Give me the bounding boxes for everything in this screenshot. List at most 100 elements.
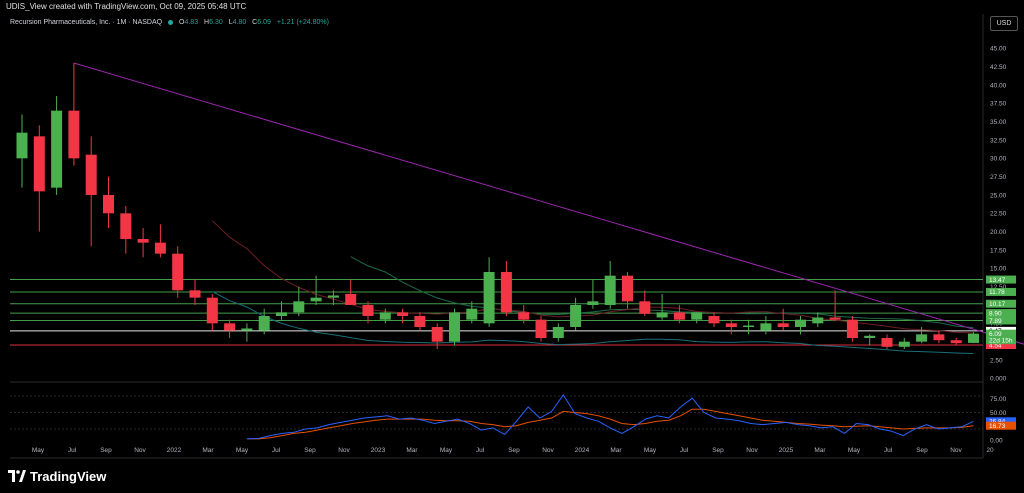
candle-body — [431, 327, 443, 342]
time-tick-label: Nov — [134, 447, 146, 454]
current-price-label: 6.09 — [989, 331, 1002, 338]
time-tick-label: 2025 — [779, 447, 794, 454]
candle-body — [276, 312, 287, 316]
candle-body — [916, 334, 928, 342]
time-tick-label: Nov — [338, 447, 350, 454]
chart-header: UDIS_View created with TradingView.com, … — [0, 0, 1024, 14]
candle-body — [33, 136, 45, 192]
candle-body — [154, 242, 166, 254]
time-tick-label: Nov — [746, 447, 758, 454]
legend-low-value: 4.80 — [232, 19, 247, 26]
time-tick-label: May — [32, 447, 45, 454]
time-tick-label: Mar — [202, 447, 214, 454]
candle-body — [708, 316, 720, 324]
level-price-label: 13.47 — [989, 277, 1006, 284]
header-title: UDIS_View created with TradingView.com, … — [6, 2, 247, 11]
level-price-tag — [986, 287, 1016, 296]
candle-body — [241, 328, 253, 331]
price-tick-label: 12.50 — [990, 284, 1007, 291]
level-price-tag — [986, 299, 1016, 308]
candle-body — [535, 319, 547, 338]
trend-line — [73, 62, 1024, 345]
time-tick-label: Jul — [680, 447, 689, 454]
candle-body — [293, 301, 305, 313]
time-tick-label: 2022 — [167, 447, 182, 454]
candle-body — [189, 290, 201, 298]
symbol-legend: Recursion Pharmaceuticals, Inc. · 1M · N… — [10, 19, 329, 26]
time-tick-label: 2023 — [371, 447, 386, 454]
oscillator-tick-label: 0.00 — [990, 437, 1003, 444]
candle-body — [327, 295, 339, 298]
current-price-tag — [986, 329, 1016, 338]
candle-body — [224, 323, 236, 331]
time-tick-label: Mar — [610, 447, 622, 454]
candle-body — [604, 275, 616, 305]
tradingview-logo-icon — [8, 470, 26, 482]
candle-body — [466, 308, 478, 320]
candle-body — [570, 305, 582, 327]
candle-body — [760, 323, 772, 331]
brand-name: TradingView — [30, 469, 107, 484]
legend-title: Recursion Pharmaceuticals, Inc. · 1M · N… — [10, 19, 163, 26]
candle-body — [362, 305, 374, 316]
level-price-label: 4.54 — [989, 342, 1002, 349]
lower-band-line — [212, 291, 974, 354]
level-price-label: 8.90 — [989, 310, 1002, 317]
candle-body — [414, 316, 426, 327]
legend-close-value: 6.09 — [257, 19, 271, 26]
candle-body — [258, 316, 270, 331]
candle-body — [120, 213, 132, 239]
candle-body — [310, 297, 322, 302]
candle-body — [51, 110, 63, 188]
candle-body — [795, 319, 806, 327]
level-price-tag — [986, 275, 1016, 284]
legend-open-label: O — [179, 19, 185, 26]
currency-button[interactable]: USD — [990, 16, 1018, 31]
time-tick-label: Jul — [884, 447, 893, 454]
price-tick-label: 25.00 — [990, 192, 1007, 199]
candle-body — [137, 239, 149, 243]
level-price-label: 10.17 — [989, 301, 1006, 308]
time-tick-label: May — [848, 447, 861, 454]
time-tick-label: 20 — [986, 447, 994, 454]
time-tick-label: Mar — [406, 447, 418, 454]
price-tick-label: 17.50 — [990, 247, 1007, 254]
legend-low-label: L — [228, 19, 233, 26]
time-tick-label: Jul — [68, 447, 77, 454]
candle-body — [379, 312, 391, 320]
oscillator-tick-label: 50.00 — [990, 410, 1007, 417]
legend-open-value: 4.83 — [184, 19, 199, 26]
candle-body — [950, 340, 962, 344]
time-tick-label: 2024 — [575, 447, 590, 454]
candle-body — [725, 323, 737, 327]
market-status-icon — [168, 19, 174, 25]
oscillator-value-tag — [986, 421, 1016, 430]
price-tick-label: 0.000 — [990, 376, 1007, 383]
candle-body — [656, 312, 668, 318]
time-tick-label: Sep — [712, 447, 724, 454]
legend-high-value: 6.30 — [209, 19, 223, 26]
footer: TradingView — [0, 461, 1024, 493]
candle-body — [345, 294, 357, 305]
candle-body — [898, 341, 910, 347]
level-price-tag — [986, 309, 1016, 318]
candle-body — [397, 312, 409, 316]
candle-body — [68, 110, 80, 159]
level-price-tag — [986, 316, 1016, 325]
time-tick-label: Nov — [950, 447, 962, 454]
candle-body — [673, 312, 685, 320]
candle-body — [812, 317, 824, 324]
time-tick-label: Sep — [100, 447, 112, 454]
candle-body — [449, 312, 460, 342]
candle-body — [622, 275, 633, 302]
price-tick-label: 22.50 — [990, 211, 1007, 218]
price-tick-label: 20.00 — [990, 229, 1007, 236]
time-tick-label: Sep — [916, 447, 928, 454]
legend-high-label: H — [204, 19, 210, 26]
price-tick-label: 35.00 — [990, 119, 1007, 126]
price-tick-label: 40.00 — [990, 82, 1007, 89]
price-tick-label: 2.50 — [990, 357, 1003, 364]
time-tick-label: May — [440, 447, 453, 454]
price-tick-label: 45.00 — [990, 46, 1007, 53]
